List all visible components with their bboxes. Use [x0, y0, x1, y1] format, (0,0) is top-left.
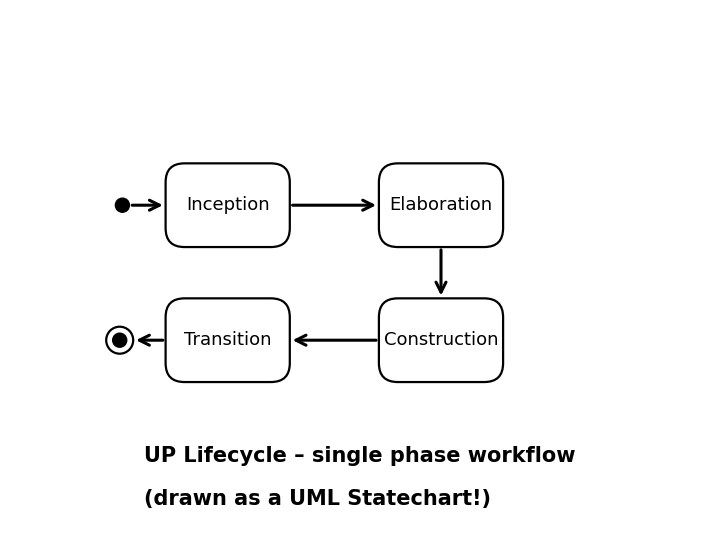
Circle shape: [113, 333, 127, 347]
FancyBboxPatch shape: [166, 298, 289, 382]
Text: Transition: Transition: [184, 331, 271, 349]
FancyBboxPatch shape: [166, 163, 289, 247]
Text: Inception: Inception: [186, 196, 269, 214]
Circle shape: [107, 327, 133, 354]
Text: Construction: Construction: [384, 331, 498, 349]
Circle shape: [115, 198, 130, 212]
FancyBboxPatch shape: [379, 163, 503, 247]
FancyBboxPatch shape: [379, 298, 503, 382]
Text: (drawn as a UML Statechart!): (drawn as a UML Statechart!): [144, 489, 491, 510]
Text: Elaboration: Elaboration: [390, 196, 492, 214]
Text: UP Lifecycle – single phase workflow: UP Lifecycle – single phase workflow: [144, 446, 575, 467]
